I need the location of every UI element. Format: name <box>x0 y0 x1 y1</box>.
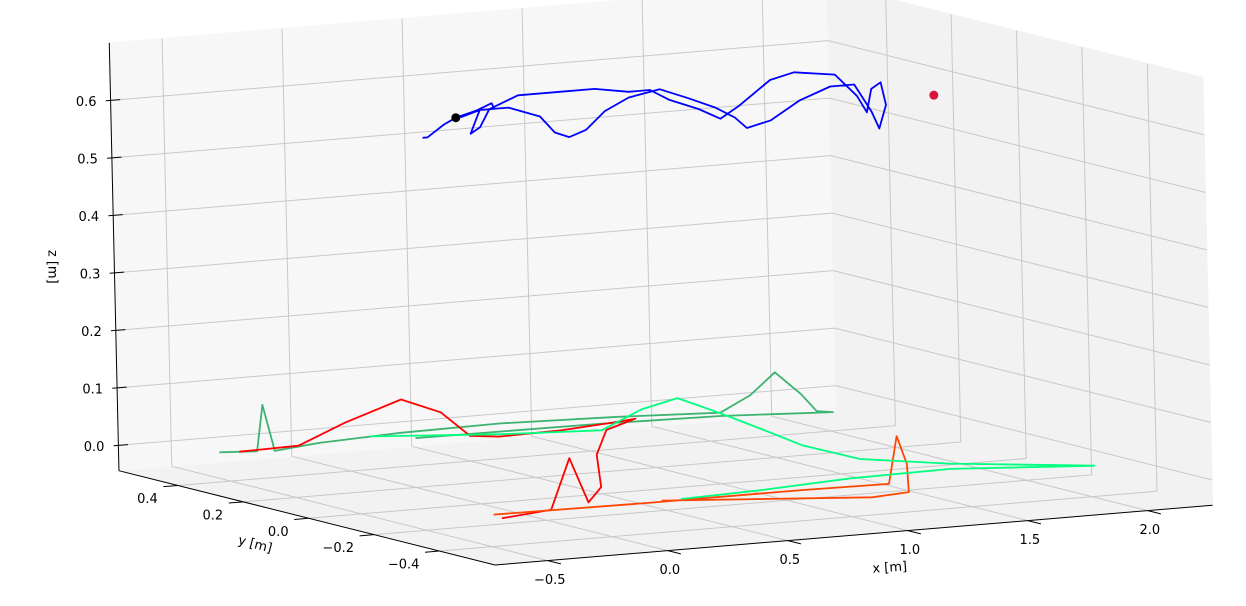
z-tick <box>112 386 127 389</box>
grid-line <box>761 0 773 417</box>
point <box>929 90 939 100</box>
grid-line <box>161 38 173 467</box>
z-tick <box>108 214 123 217</box>
grid-line <box>118 385 837 446</box>
grid-line <box>114 212 833 274</box>
z-tick-label: 0.0 <box>84 440 105 455</box>
grid-line <box>885 0 896 426</box>
x-axis <box>494 504 1213 566</box>
z-axis-label: z [m] <box>45 250 60 284</box>
y-tick <box>359 534 375 537</box>
z-tick-label: 0.1 <box>82 382 103 397</box>
x-axis-label: x [m] <box>872 559 908 576</box>
grid-line <box>829 97 1206 193</box>
grid-line <box>1016 30 1027 459</box>
grid-line <box>834 327 1211 423</box>
data-marks <box>219 71 1096 520</box>
trajectory <box>370 397 1096 500</box>
x-tick-label: 0.5 <box>779 553 800 568</box>
z-tick <box>109 271 125 274</box>
x-tick-label: 2.0 <box>1139 523 1160 538</box>
x-tick-label: 1.0 <box>899 543 920 558</box>
grid-line <box>113 155 831 216</box>
grid-line <box>243 441 961 503</box>
grid-line <box>115 270 834 331</box>
z-axis <box>108 42 120 471</box>
x-tick <box>1027 520 1042 525</box>
grid-line <box>835 385 1213 481</box>
trajectory <box>422 71 887 139</box>
axes: −0.5 0.0 0.5 1.0 1.5 2.0 −0.4 −0.2 0.0 0.2 0.4 0.0 0… <box>45 42 1213 588</box>
grid-line <box>651 425 1028 522</box>
x-tick-label: 0.0 <box>659 563 680 578</box>
z-tick <box>113 444 129 447</box>
y-tick-label: −0.2 <box>322 541 354 556</box>
z-tick <box>105 99 121 102</box>
z-tick-label: 0.6 <box>76 95 97 110</box>
side-pane <box>826 0 1214 506</box>
y-tick <box>163 484 178 488</box>
x-tick <box>667 550 682 555</box>
grid-line <box>531 435 908 532</box>
trajectory <box>493 435 910 516</box>
trajectory <box>239 398 637 520</box>
grid-line <box>1146 63 1158 492</box>
grid-line <box>171 465 548 562</box>
grid-line <box>521 8 533 437</box>
z-tick-label: 0.2 <box>81 325 102 340</box>
y-tick <box>228 501 244 504</box>
y-tick-label: 0.2 <box>203 508 224 523</box>
grid-line <box>373 474 1092 536</box>
x-tick <box>907 530 922 535</box>
panes <box>108 0 1214 566</box>
grid-line <box>110 40 829 101</box>
grid-line <box>401 18 413 447</box>
x-tick <box>547 560 562 565</box>
z-tick-label: 0.5 <box>77 152 98 167</box>
y-tick-label: −0.4 <box>388 558 420 573</box>
y-axis <box>118 470 496 566</box>
grid-line <box>831 212 1209 308</box>
grid-line <box>828 40 1205 136</box>
grid-line <box>411 445 788 542</box>
y-tick-label: 0.0 <box>268 525 289 540</box>
y-tick <box>294 517 309 520</box>
z-tick <box>107 156 122 159</box>
z-tick-label: 0.4 <box>78 210 99 225</box>
y-tick <box>424 550 440 553</box>
y-tick-label: 0.4 <box>137 492 158 507</box>
grid-line <box>117 327 835 389</box>
grid-line <box>833 270 1210 366</box>
grid-line <box>830 155 1207 251</box>
z-tick <box>110 329 126 332</box>
point <box>451 113 461 123</box>
grid-line <box>1081 47 1093 475</box>
x-tick-label: −0.5 <box>534 573 566 588</box>
grid-line <box>950 14 962 443</box>
grid-line <box>111 97 830 159</box>
grid-line <box>439 490 1158 552</box>
grid-line <box>291 455 668 552</box>
grid-line <box>641 0 653 427</box>
x-tick <box>1147 510 1162 515</box>
x-tick <box>787 540 802 545</box>
grid-line <box>281 28 293 457</box>
x-tick-label: 1.5 <box>1019 533 1040 548</box>
z-tick-label: 0.3 <box>80 267 101 282</box>
